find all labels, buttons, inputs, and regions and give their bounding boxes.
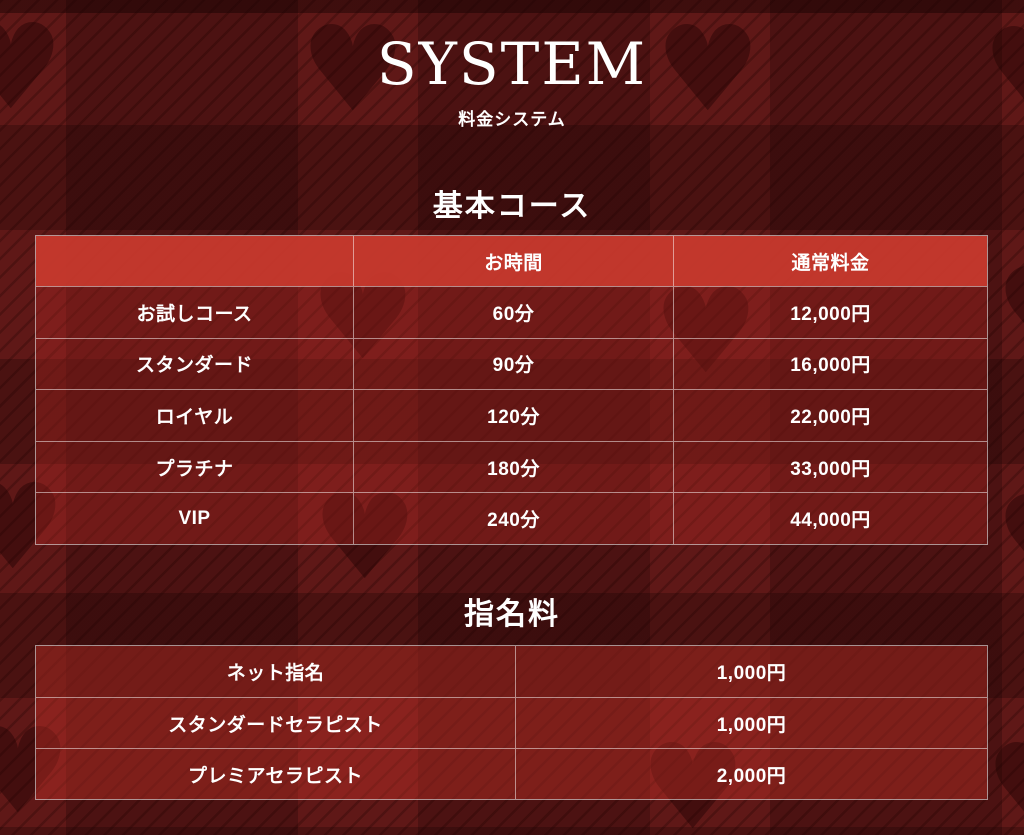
table-row: ロイヤル 120分 22,000円	[36, 389, 987, 441]
table-row: お試しコース 60分 12,000円	[36, 286, 987, 338]
basic-course-table: お時間 通常料金 お試しコース 60分 12,000円 スタンダード 90分 1…	[35, 235, 988, 545]
course-price: 22,000円	[673, 390, 987, 441]
course-price: 16,000円	[673, 338, 987, 390]
course-time: 240分	[353, 493, 673, 544]
course-name: VIP	[178, 507, 211, 529]
course-price: 44,000円	[673, 493, 987, 544]
fee-name: ネット指名	[226, 663, 325, 684]
course-time: 180分	[353, 441, 673, 493]
course-price: 12,000円	[673, 287, 987, 338]
table-row: VIP 240分 44,000円	[36, 492, 987, 544]
course-name: プラチナ	[155, 458, 234, 480]
course-name: お試しコース	[136, 303, 253, 325]
fee-name: スタンダードセラピスト	[168, 714, 383, 736]
header-cell-time: お時間	[353, 236, 673, 286]
table-row: ネット指名 1,000円	[36, 646, 987, 697]
course-price: 33,000円	[673, 441, 987, 493]
course-name: ロイヤル	[155, 406, 234, 428]
table-row: プレミアセラピスト 2,000円	[36, 748, 987, 799]
fee-price: 2,000円	[515, 749, 987, 799]
course-name: スタンダード	[135, 355, 253, 377]
fee-name: プレミアセラピスト	[187, 765, 364, 787]
table-row: スタンダード 90分 16,000円	[36, 337, 987, 390]
course-time: 90分	[353, 338, 673, 390]
page-title: SYSTEM	[376, 30, 648, 98]
course-time: 60分	[353, 287, 673, 338]
table-header-row: お時間 通常料金	[36, 236, 987, 286]
table-row: プラチナ 180分 33,000円	[36, 440, 987, 493]
header-cell-price: 通常料金	[673, 236, 987, 286]
fee-price: 1,000円	[515, 698, 987, 748]
nomination-fee-heading: 指名料	[464, 598, 560, 631]
fee-price: 1,000円	[515, 646, 987, 697]
page-subtitle: 料金システム	[458, 110, 566, 129]
basic-course-heading: 基本コース	[432, 190, 592, 223]
header-cell-course	[36, 236, 353, 286]
nomination-fee-table: ネット指名 1,000円 スタンダードセラピスト 1,000円 プレミアセラピス…	[35, 645, 988, 800]
course-time: 120分	[353, 390, 673, 441]
table-row: スタンダードセラピスト 1,000円	[36, 697, 987, 748]
